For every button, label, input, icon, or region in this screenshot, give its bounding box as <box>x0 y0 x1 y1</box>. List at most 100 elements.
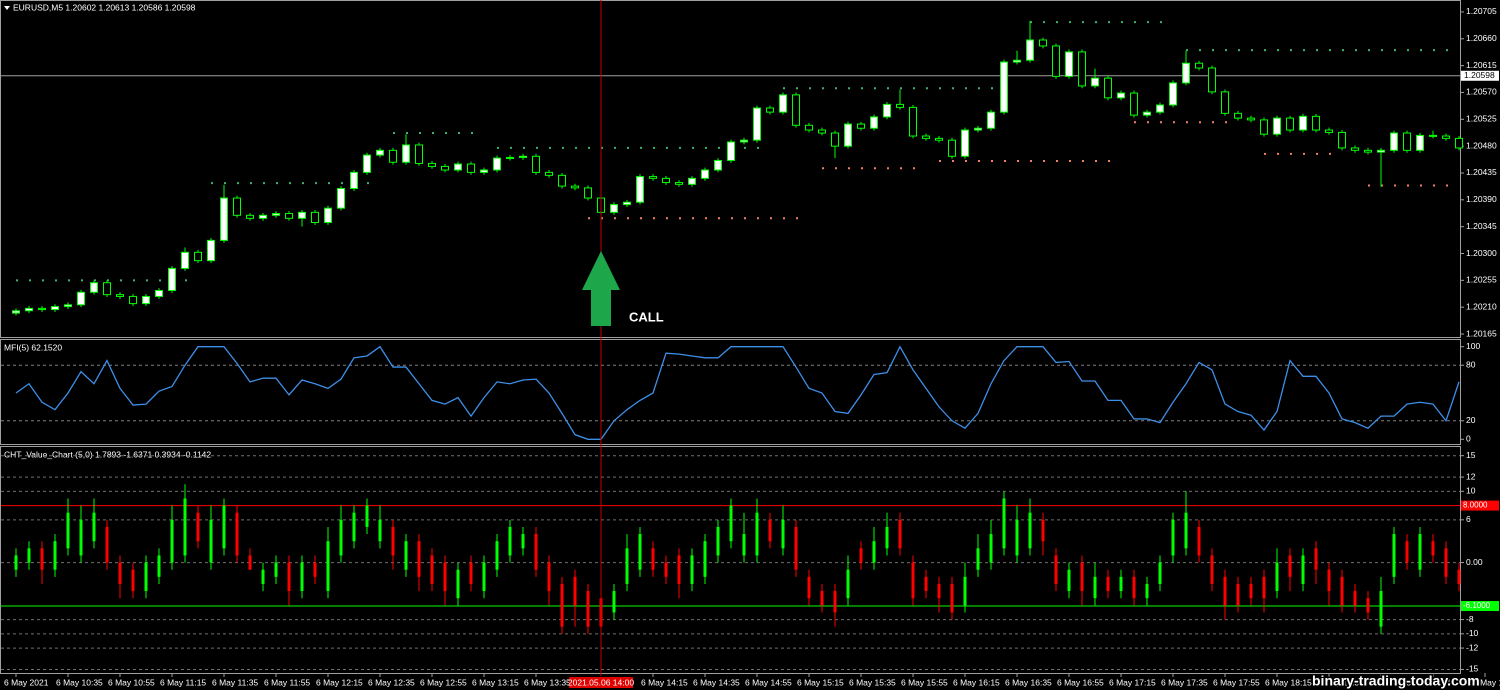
x-tick-label: 6 May 18:55 <box>1369 677 1416 687</box>
candle-body <box>40 548 44 570</box>
candle-body <box>181 251 189 269</box>
x-tick-label: 6 May 10:35 <box>56 677 103 687</box>
candle-body <box>300 562 304 592</box>
candle-body <box>547 562 551 592</box>
price-panel-frame <box>0 0 1461 338</box>
candle-body <box>1249 583 1253 599</box>
candle-body <box>766 107 774 113</box>
candle-body <box>610 204 618 213</box>
candle-body <box>805 124 813 131</box>
mfi-panel-frame <box>0 339 1461 445</box>
candle-body <box>1403 132 1411 151</box>
candle-body <box>1184 512 1188 549</box>
y-tick-label: 1.20615 <box>1466 60 1497 70</box>
x-tick-label: 6 May 12:15 <box>316 677 363 687</box>
y-tick-label: 1.20255 <box>1466 275 1497 285</box>
candle-body <box>90 282 98 293</box>
menu-triangle[interactable] <box>4 6 10 10</box>
x-tick-label: 6 May 12:35 <box>368 677 415 687</box>
candle-body <box>1182 62 1190 84</box>
candle-body <box>636 176 644 203</box>
candle-body <box>402 144 410 163</box>
candle-body <box>753 107 761 141</box>
candle-body <box>1379 591 1383 627</box>
candle-body <box>131 569 135 592</box>
candle-body <box>857 123 865 129</box>
candle-body <box>12 310 20 314</box>
candle-body <box>1054 555 1058 584</box>
candle-body <box>14 555 18 570</box>
candle-body <box>1130 92 1138 116</box>
candle-body <box>974 127 982 131</box>
candle-body <box>987 111 995 129</box>
candle-body <box>1195 62 1203 69</box>
x-tick-label: 6 May 15:55 <box>901 677 948 687</box>
candle-body <box>339 519 343 556</box>
candle-body <box>1288 555 1292 577</box>
candle-body <box>456 569 460 599</box>
candle-body <box>690 555 694 584</box>
candle-body <box>248 555 252 570</box>
candle-body <box>506 156 514 159</box>
candle-body <box>703 541 707 577</box>
candle-body <box>157 555 161 577</box>
x-tick-label: 6 May 13:15 <box>472 677 519 687</box>
x-tick-label: 6 May 15:15 <box>797 677 844 687</box>
candle-body <box>612 591 616 613</box>
candle-body <box>1221 91 1229 114</box>
time-marker-label: 2021.05.06 14:00 <box>568 677 634 687</box>
candle-body <box>545 171 553 176</box>
candle-body <box>1039 39 1047 47</box>
candle-body <box>1275 562 1279 592</box>
level-box <box>1461 500 1499 511</box>
candle-body <box>274 562 278 577</box>
candle-body <box>1260 119 1268 135</box>
current-price-box <box>1461 70 1499 81</box>
panel-title: CHT_Value_Chart (5,0) 1.7893 -1.6371 0.3… <box>4 449 211 459</box>
candle-body <box>1065 51 1073 77</box>
candle-body <box>1143 111 1151 116</box>
candle-body <box>638 534 642 570</box>
candle-body <box>714 159 722 171</box>
candle-body <box>573 576 577 606</box>
candle-body <box>651 548 655 570</box>
candle-body <box>1247 117 1255 121</box>
current-price-label: 1.20598 <box>1464 70 1495 80</box>
candle-body <box>727 141 735 161</box>
y-tick-label: 100 <box>1466 341 1480 351</box>
x-tick-label: 6 May 14:55 <box>745 677 792 687</box>
candle-body <box>1455 137 1463 149</box>
candle-body <box>495 541 499 570</box>
candle-body <box>1418 534 1422 570</box>
candle-body <box>701 169 709 179</box>
candle-body <box>51 306 59 311</box>
candle-body <box>1132 576 1136 599</box>
candle-body <box>558 174 566 187</box>
candle-body <box>846 569 850 599</box>
candle-body <box>1026 39 1034 61</box>
y-tick-label: 0 <box>1466 434 1471 444</box>
candle-body <box>794 526 798 570</box>
candle-body <box>1000 61 1008 113</box>
y-tick-label: 1.20300 <box>1466 248 1497 258</box>
candle-body <box>105 526 109 563</box>
candle-body <box>688 177 696 185</box>
candle-body <box>586 591 590 627</box>
candle-body <box>79 519 83 556</box>
candle-body <box>1457 569 1461 584</box>
level-box <box>1461 601 1499 612</box>
candle-body <box>220 197 228 241</box>
y-tick-label: 1.20390 <box>1466 194 1497 204</box>
candle-body <box>896 103 904 108</box>
candle-body <box>1262 576 1266 599</box>
candle-body <box>924 576 928 592</box>
candle-body <box>1364 149 1372 153</box>
candle-body <box>1210 555 1214 584</box>
y-tick-label: 12 <box>1466 471 1476 481</box>
mfi-line <box>15 345 1460 440</box>
x-tick-label: 6 May 10:55 <box>108 677 155 687</box>
